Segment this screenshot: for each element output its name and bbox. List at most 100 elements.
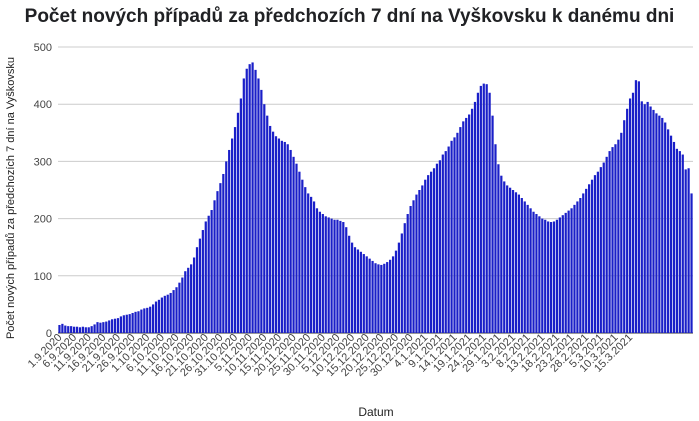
bar[interactable] xyxy=(204,221,207,333)
bar[interactable] xyxy=(336,219,339,333)
bar[interactable] xyxy=(350,242,354,333)
bar[interactable] xyxy=(628,98,632,333)
bar[interactable] xyxy=(561,215,564,333)
bar[interactable] xyxy=(421,185,424,333)
bar[interactable] xyxy=(283,141,286,333)
bar[interactable] xyxy=(459,127,462,333)
bar[interactable] xyxy=(593,175,597,333)
bar[interactable] xyxy=(90,326,93,333)
bar[interactable] xyxy=(327,217,330,333)
bar[interactable] xyxy=(669,135,673,333)
bar[interactable] xyxy=(201,230,204,333)
bar[interactable] xyxy=(242,78,245,334)
bar[interactable] xyxy=(383,263,386,333)
bar[interactable] xyxy=(494,144,497,333)
bar[interactable] xyxy=(555,219,559,333)
bar[interactable] xyxy=(87,327,90,333)
bar[interactable] xyxy=(134,311,137,333)
bar[interactable] xyxy=(514,192,518,333)
bar[interactable] xyxy=(500,175,503,333)
bar[interactable] xyxy=(547,221,550,333)
bar[interactable] xyxy=(70,326,73,333)
bar[interactable] xyxy=(330,218,333,333)
bar[interactable] xyxy=(131,312,134,333)
bar[interactable] xyxy=(169,292,172,333)
bar[interactable] xyxy=(137,311,140,333)
bar[interactable] xyxy=(626,108,629,333)
bar[interactable] xyxy=(631,92,635,333)
bar[interactable] xyxy=(175,287,178,333)
bar[interactable] xyxy=(239,98,242,333)
bar[interactable] xyxy=(424,179,427,333)
bar[interactable] xyxy=(181,277,184,333)
bar[interactable] xyxy=(667,129,670,333)
bar[interactable] xyxy=(277,138,281,333)
bar[interactable] xyxy=(520,198,523,333)
bar[interactable] xyxy=(61,323,64,333)
bar[interactable] xyxy=(210,210,213,333)
bar[interactable] xyxy=(567,210,570,333)
bar[interactable] xyxy=(634,80,638,334)
bar[interactable] xyxy=(105,321,108,333)
bar[interactable] xyxy=(192,257,196,334)
bar[interactable] xyxy=(541,218,544,333)
bar[interactable] xyxy=(620,132,623,333)
bar[interactable] xyxy=(146,307,149,333)
bar[interactable] xyxy=(418,190,421,333)
bar[interactable] xyxy=(661,117,664,334)
bar[interactable] xyxy=(503,181,506,333)
bar[interactable] xyxy=(286,144,289,333)
bar[interactable] xyxy=(397,242,401,333)
bar[interactable] xyxy=(274,136,278,333)
bar[interactable] xyxy=(465,117,468,334)
bar[interactable] xyxy=(269,125,272,333)
bar[interactable] xyxy=(280,140,283,333)
bar[interactable] xyxy=(368,258,371,333)
bar[interactable] xyxy=(482,83,485,333)
bar[interactable] xyxy=(511,190,515,333)
bar[interactable] xyxy=(315,208,319,333)
bar[interactable] xyxy=(608,151,611,333)
bar[interactable] xyxy=(353,247,357,333)
bar[interactable] xyxy=(64,325,67,333)
bar[interactable] xyxy=(652,109,655,333)
bar[interactable] xyxy=(544,219,547,333)
bar[interactable] xyxy=(687,168,690,333)
bar[interactable] xyxy=(380,264,383,333)
bar[interactable] xyxy=(140,309,143,333)
bar[interactable] xyxy=(151,304,155,333)
bar[interactable] xyxy=(222,173,225,333)
bar[interactable] xyxy=(473,101,477,333)
bar[interactable] xyxy=(266,115,269,333)
bar[interactable] xyxy=(99,322,102,333)
bar[interactable] xyxy=(579,198,582,333)
bar[interactable] xyxy=(342,222,345,333)
bar[interactable] xyxy=(271,131,275,333)
bar[interactable] xyxy=(67,326,70,333)
bar[interactable] xyxy=(453,137,456,333)
bar[interactable] xyxy=(233,127,237,333)
bar[interactable] xyxy=(298,171,301,333)
bar[interactable] xyxy=(582,193,585,333)
bar[interactable] xyxy=(576,201,579,333)
bar[interactable] xyxy=(125,314,128,333)
bar[interactable] xyxy=(690,193,693,333)
bar[interactable] xyxy=(549,222,553,333)
bar[interactable] xyxy=(649,106,652,334)
bar[interactable] xyxy=(310,196,313,333)
bar[interactable] xyxy=(207,215,210,333)
bar[interactable] xyxy=(526,204,529,333)
bar[interactable] xyxy=(307,193,310,333)
bar[interactable] xyxy=(590,179,594,333)
bar[interactable] xyxy=(479,85,482,334)
bar[interactable] xyxy=(391,256,395,333)
bar[interactable] xyxy=(637,81,640,333)
bar[interactable] xyxy=(251,62,254,333)
bar[interactable] xyxy=(257,78,260,334)
bar[interactable] xyxy=(356,249,360,333)
bar[interactable] xyxy=(596,171,599,333)
bar[interactable] xyxy=(187,267,190,333)
bar[interactable] xyxy=(116,318,120,333)
bar[interactable] xyxy=(386,262,389,333)
bar[interactable] xyxy=(491,115,494,333)
